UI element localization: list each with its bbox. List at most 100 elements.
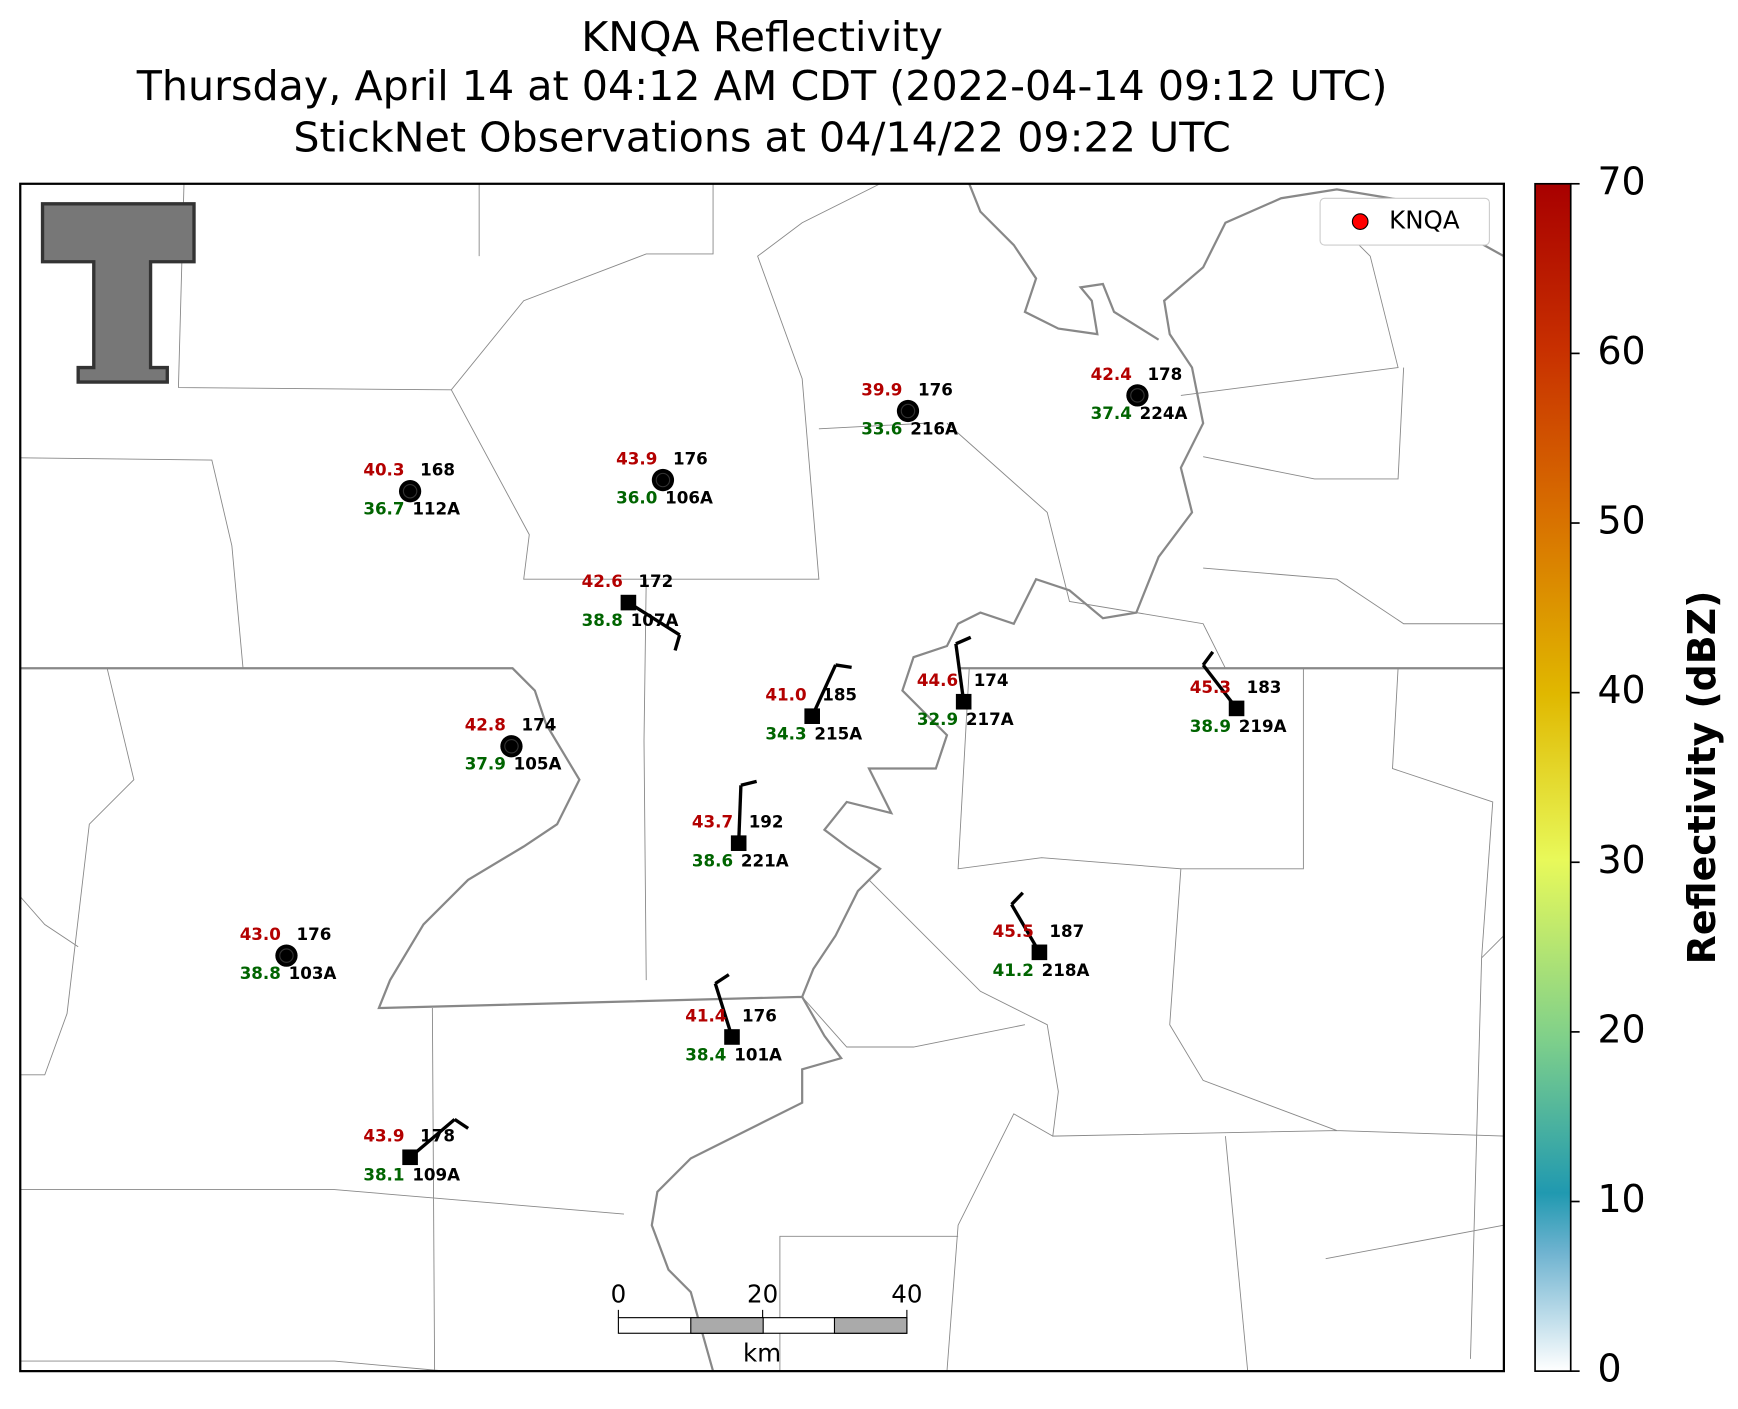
legend-label: KNQA [1389, 206, 1460, 235]
wind-barb-flag [955, 635, 972, 646]
station-marker [398, 480, 422, 503]
station: 41.0 34.3 185 215A [765, 663, 862, 744]
dewpoint: 36.0 [616, 487, 657, 507]
station-id: 215A [814, 724, 862, 744]
pressure: 176 [742, 1005, 777, 1025]
station-id: 112A [412, 499, 460, 519]
logo [40, 202, 196, 384]
station-marker [1126, 384, 1149, 407]
colorbar-tick-label: 50 [1597, 499, 1645, 543]
temperature: 45.5 [993, 921, 1034, 941]
dewpoint: 36.7 [363, 499, 404, 519]
temperature: 41.0 [765, 685, 806, 705]
colorbar-tick-label: 20 [1597, 1007, 1645, 1051]
dewpoint: 38.8 [240, 963, 281, 983]
pressure: 176 [673, 449, 708, 469]
temperature: 42.6 [582, 571, 623, 591]
wind-barb [713, 983, 734, 1038]
pressure: 174 [521, 715, 556, 735]
station: 42.8 37.9 174 105A [465, 715, 562, 774]
temperature: 43.7 [692, 812, 733, 832]
colorbar-label: Reflectivity (dBZ) [1680, 591, 1724, 965]
dewpoint: 32.9 [917, 709, 958, 729]
wind-barb-flag [1010, 891, 1025, 906]
station: 42.4 37.4 178 224A [1091, 364, 1188, 423]
station-id: 105A [514, 754, 562, 774]
colorbar-tick-label: 60 [1597, 329, 1645, 373]
temperature: 42.4 [1091, 364, 1132, 384]
temperature: 43.9 [363, 1126, 404, 1146]
legend-box [1319, 197, 1490, 246]
station: 40.3 36.7 168 112A [363, 460, 460, 519]
station-marker [724, 1029, 740, 1045]
pressure: 176 [296, 924, 331, 944]
station-id: 107A [631, 610, 679, 630]
pressure: 174 [974, 670, 1009, 690]
scale-bar-unit: km [743, 1338, 781, 1367]
dewpoint: 34.3 [765, 724, 806, 744]
station: 45.3 38.9 183 219A [1190, 650, 1287, 736]
colorbar-tick-label: 40 [1597, 668, 1645, 712]
title-line: KNQA Reflectivity [581, 13, 943, 61]
wind-barb-flag [1201, 650, 1215, 666]
pressure: 176 [918, 379, 953, 399]
wind-barb [954, 643, 966, 702]
calm-ring [504, 739, 519, 754]
station: 45.5 41.2 187 218A [993, 891, 1090, 980]
station-id: 224A [1140, 403, 1188, 423]
wind-barb [810, 664, 838, 717]
dewpoint: 38.8 [582, 610, 623, 630]
scale-bar: km [617, 1317, 908, 1367]
title-line: Thursday, April 14 at 04:12 AM CDT (2022… [136, 62, 1388, 110]
pressure: 178 [420, 1126, 455, 1146]
wind-barb-flag [453, 1118, 470, 1130]
station: 43.9 36.0 176 106A [616, 449, 713, 508]
temperature: 41.4 [685, 1005, 726, 1025]
legend: KNQA [1319, 197, 1490, 246]
calm-ring [402, 483, 418, 499]
temperature: 43.0 [240, 924, 281, 944]
scale-bar-segment [690, 1317, 764, 1334]
temperature: 42.8 [465, 715, 506, 735]
station-marker [955, 693, 972, 710]
colorbar-tick-label: 70 [1597, 159, 1645, 203]
scale-bar-label: 0 [611, 1279, 627, 1308]
station-marker [896, 399, 920, 423]
dewpoint: 38.6 [692, 851, 733, 871]
station: 39.9 33.6 176 216A [861, 379, 958, 438]
station-id: 218A [1042, 960, 1090, 980]
scale-bar-label: 40 [891, 1279, 922, 1308]
pressure: 168 [420, 460, 455, 480]
scale-bar-segment [833, 1317, 908, 1334]
temperature: 45.3 [1190, 677, 1231, 697]
pressure: 183 [1247, 677, 1282, 697]
pressure: 178 [1147, 364, 1182, 384]
scale-bar-label: 20 [747, 1279, 778, 1308]
wind-barb [627, 601, 681, 637]
station: 43.9 38.1 178 109A [363, 1118, 470, 1185]
station-marker [500, 735, 523, 758]
wind-barb [1201, 663, 1238, 710]
dewpoint: 41.2 [993, 960, 1034, 980]
station-id: 216A [910, 418, 958, 438]
wind-barb [1010, 903, 1041, 954]
colorbar-tick-label: 0 [1597, 1347, 1621, 1391]
temperature: 40.3 [363, 460, 404, 480]
calm-ring [900, 403, 916, 419]
station: 42.6 38.8 172 107A [582, 571, 682, 651]
title-line: StickNet Observations at 04/14/22 09:22 … [293, 113, 1230, 161]
dewpoint: 38.4 [685, 1044, 726, 1064]
wind-barb-flag [835, 663, 852, 670]
dewpoint: 33.6 [861, 418, 902, 438]
dewpoint: 38.9 [1190, 716, 1231, 736]
calm-ring [655, 472, 671, 488]
wind-barb [409, 1118, 456, 1159]
station-id: 103A [289, 963, 337, 983]
temperature: 39.9 [861, 379, 902, 399]
pressure: 192 [749, 812, 784, 832]
pressure: 187 [1049, 921, 1084, 941]
station: 44.6 32.9 174 217A [917, 635, 1014, 729]
basemap [19, 183, 1505, 1372]
station-id: 101A [734, 1044, 782, 1064]
